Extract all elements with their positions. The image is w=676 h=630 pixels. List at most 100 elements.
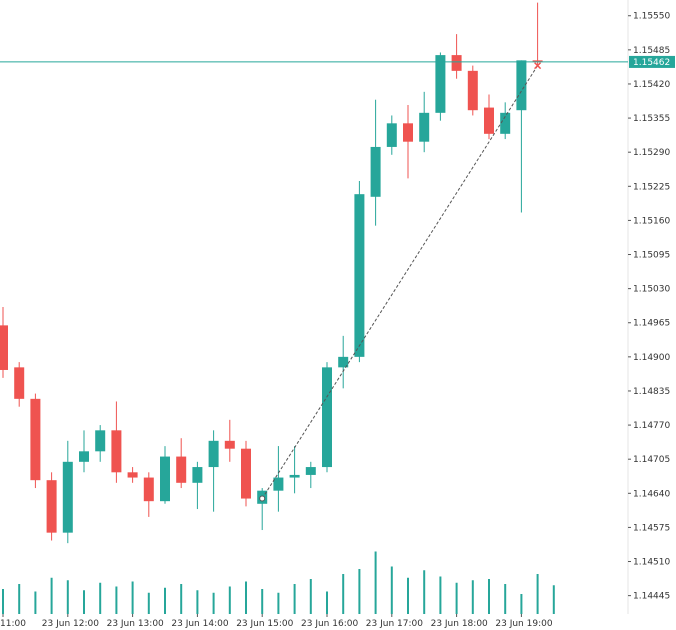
candle[interactable] (46, 472, 57, 541)
candle-body[interactable] (273, 477, 284, 491)
candle[interactable] (305, 461, 316, 489)
current-price-tag: 1.15462 (629, 55, 675, 68)
price-tick-label: 1.15420 (633, 80, 670, 90)
candle-body[interactable] (516, 60, 527, 111)
time-tick-label: 23 Jun 14:00 (171, 619, 228, 629)
candle[interactable] (224, 419, 235, 462)
candle[interactable] (273, 446, 284, 512)
candle[interactable] (192, 461, 203, 510)
candle[interactable] (95, 425, 106, 462)
candle-body[interactable] (322, 367, 332, 468)
price-tick-label: 1.15550 (633, 12, 670, 22)
candle[interactable] (451, 34, 462, 79)
candle[interactable] (354, 181, 365, 363)
candle[interactable] (435, 52, 446, 121)
price-tick-label: 1.14965 (633, 319, 670, 329)
price-tick-label: 1.14900 (633, 353, 670, 363)
candle[interactable] (160, 446, 170, 504)
price-tick-label: 1.14705 (633, 455, 670, 465)
trendline[interactable] (261, 65, 539, 499)
candles[interactable] (0, 2, 543, 544)
time-tick-label: 23 Jun 15:00 (236, 619, 293, 629)
candle[interactable] (208, 430, 219, 512)
price-tick-label: 1.14835 (633, 387, 670, 397)
price-tick-label: 1.15095 (633, 251, 670, 261)
plot-area[interactable] (0, 0, 628, 614)
candle[interactable] (241, 440, 251, 507)
candle-body[interactable] (160, 456, 170, 502)
candle[interactable] (419, 91, 430, 153)
candle-body[interactable] (95, 430, 106, 452)
candle[interactable] (79, 430, 89, 473)
time-tick-label: 23 Jun 19:00 (495, 619, 552, 629)
candle-body[interactable] (79, 451, 89, 462)
time-tick-label: 23 Jun 16:00 (301, 619, 358, 629)
candle[interactable] (386, 115, 397, 155)
price-area[interactable] (0, 0, 629, 614)
candle-body[interactable] (176, 456, 187, 483)
candle[interactable] (532, 2, 543, 66)
trendline-anchor[interactable] (259, 495, 266, 502)
candle-body[interactable] (354, 194, 365, 357)
candle[interactable] (516, 60, 527, 213)
candle[interactable] (14, 362, 25, 407)
candle-body[interactable] (289, 474, 300, 478)
candle-body[interactable] (305, 467, 316, 475)
price-tick-label: 1.14510 (633, 558, 670, 568)
time-tick-label: 23 Jun 13:00 (107, 619, 164, 629)
candle-body[interactable] (338, 356, 349, 368)
candle[interactable] (322, 362, 332, 473)
candle-body[interactable] (484, 107, 494, 134)
candle[interactable] (176, 438, 187, 489)
price-tick-label: 1.14445 (633, 592, 670, 602)
candle-body[interactable] (143, 477, 154, 502)
candle-body[interactable] (451, 55, 462, 71)
candle[interactable] (111, 401, 122, 483)
price-tick-label: 1.15030 (633, 285, 670, 295)
candle-body[interactable] (370, 146, 381, 197)
candle[interactable] (0, 307, 8, 378)
price-tick-label: 1.15290 (633, 148, 670, 158)
candle-body[interactable] (30, 398, 41, 481)
candle[interactable] (500, 102, 511, 140)
candle[interactable] (127, 467, 138, 483)
candle[interactable] (289, 446, 300, 494)
price-tick-label: 1.14770 (633, 421, 670, 431)
candle-body[interactable] (224, 440, 235, 449)
candle[interactable] (62, 440, 73, 544)
candle-body[interactable] (500, 112, 511, 134)
candle[interactable] (30, 393, 41, 489)
time-axis[interactable]: 11:00 23 Jun 12:00 23 Jun 13:00 23 Jun 14:0… (0, 614, 553, 629)
current-price-label: 1.15462 (633, 58, 670, 68)
candle-body[interactable] (127, 472, 138, 478)
candle[interactable] (467, 65, 478, 116)
candle[interactable] (370, 99, 381, 226)
current-price-tag-bg (629, 55, 675, 68)
volume-bars (2, 551, 555, 614)
time-tick-label: 23 Jun 18:00 (431, 619, 488, 629)
candle[interactable] (484, 94, 494, 140)
price-axis[interactable]: 1.15550 1.15485 1.15420 1.15355 1.15290 1.152… (628, 12, 675, 602)
candle-body[interactable] (14, 367, 25, 399)
candle[interactable] (403, 104, 413, 179)
candle-body[interactable] (241, 448, 251, 499)
candle-body[interactable] (192, 467, 203, 483)
price-tick-label: 1.15355 (633, 114, 670, 124)
candle-body[interactable] (532, 60, 543, 62)
candle-body[interactable] (386, 123, 397, 147)
candle[interactable] (338, 335, 349, 389)
trendline-group[interactable] (259, 62, 542, 502)
candle-body[interactable] (208, 440, 219, 468)
candle-body[interactable] (0, 325, 8, 370)
candle-body[interactable] (419, 112, 430, 142)
candle-body[interactable] (62, 461, 73, 533)
candle-body[interactable] (46, 480, 57, 533)
candle[interactable] (143, 472, 154, 517)
candle-body[interactable] (111, 430, 122, 473)
price-tick-label: 1.15485 (633, 46, 670, 56)
candle-body[interactable] (403, 123, 413, 142)
candle-body[interactable] (467, 70, 478, 111)
candle-body[interactable] (435, 55, 446, 113)
